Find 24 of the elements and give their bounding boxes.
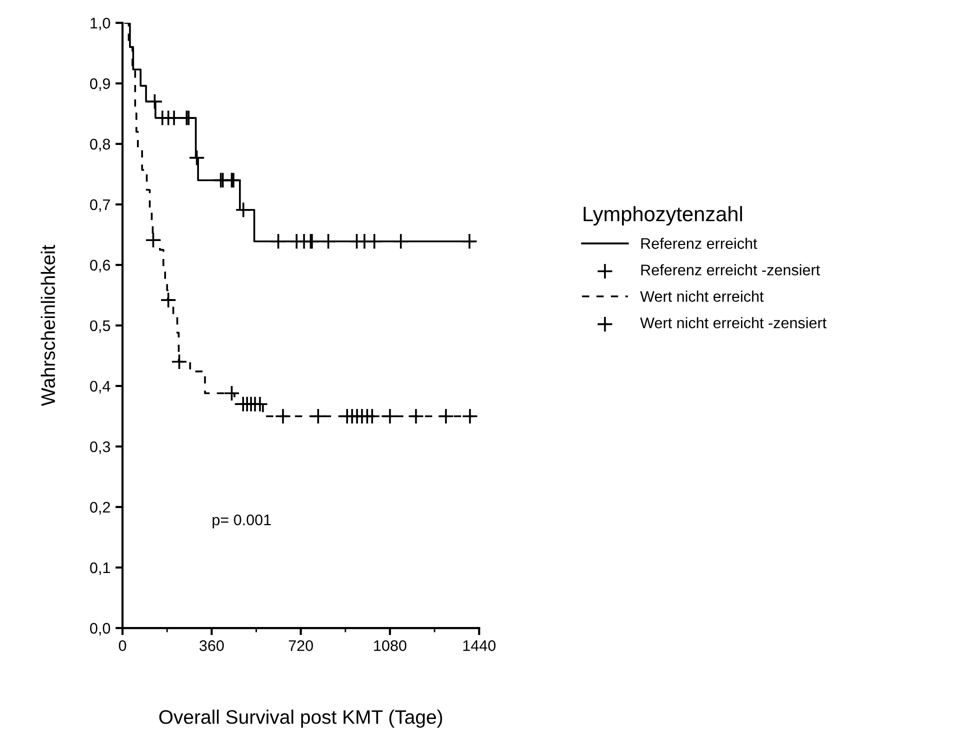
x-tick-label: 1080 [374,640,406,652]
x-tick-label: 360 [200,640,224,652]
legend-label: Wert nicht erreicht [640,290,764,302]
legend-label: Referenz erreicht [641,238,758,249]
x-axis-title: Overall Survival post KMT (Tage) [159,710,442,728]
x-tick-label: 0 [118,640,126,652]
legend-title: Lymphozytenzahl [584,206,742,226]
y-tick-label: 1,0 [90,18,110,30]
y-tick-label: 0,7 [90,199,110,212]
y-tick-label: 0,0 [90,622,110,636]
legend-label: Referenz erreicht -zensiert [641,264,820,276]
x-tick-label: 1440 [463,640,496,652]
y-tick-label: 0,3 [90,441,110,454]
y-axis-title: Wahrscheinlichkeit [40,244,56,406]
y-tick-label: 0,9 [90,78,110,91]
y-tick-label: 0,1 [90,562,110,576]
y-tick-label: 0,4 [90,380,110,394]
y-tick-label: 0,8 [90,138,110,152]
x-tick-label: 720 [288,640,313,652]
y-tick-label: 0,5 [90,320,110,333]
legend-label: Wert nicht erreicht -zensiert [640,317,826,328]
y-tick-label: 0,6 [90,260,110,272]
y-tick-label: 0,2 [90,502,110,514]
annotation: p= 0.001 [212,514,271,528]
